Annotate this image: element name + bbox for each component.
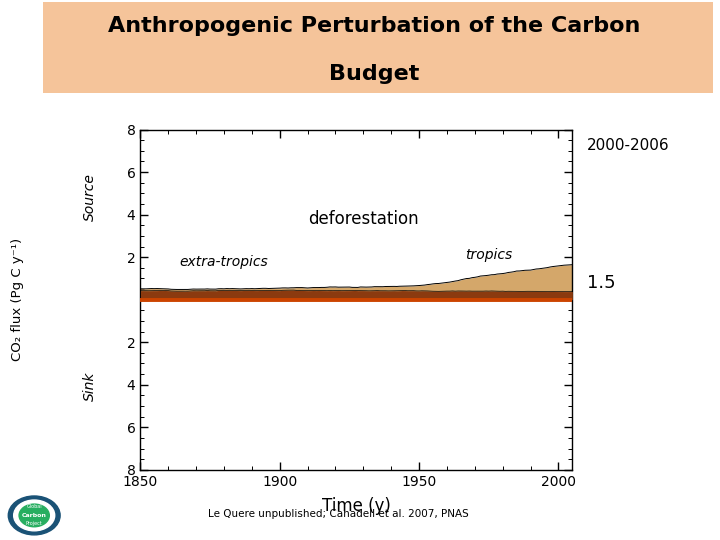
X-axis label: Time (y): Time (y) — [322, 497, 391, 515]
Text: 2000-2006: 2000-2006 — [587, 138, 670, 153]
Text: Source: Source — [83, 173, 97, 221]
Text: Anthropogenic Perturbation of the Carbon: Anthropogenic Perturbation of the Carbon — [108, 16, 641, 37]
Circle shape — [19, 504, 49, 527]
Text: Project: Project — [26, 521, 42, 526]
Text: Carbon: Carbon — [22, 513, 47, 518]
Circle shape — [9, 496, 60, 535]
Text: Le Quere unpublished; Canadell et al. 2007, PNAS: Le Quere unpublished; Canadell et al. 20… — [208, 509, 469, 519]
Text: Sink: Sink — [83, 372, 97, 401]
Text: deforestation: deforestation — [308, 210, 419, 228]
Text: 1.5: 1.5 — [587, 274, 616, 293]
Text: tropics: tropics — [465, 248, 513, 262]
Text: extra-tropics: extra-tropics — [179, 255, 269, 269]
FancyBboxPatch shape — [43, 2, 713, 93]
Circle shape — [14, 500, 55, 531]
Text: Global: Global — [27, 504, 42, 509]
Text: CO₂ flux (Pg C y⁻¹): CO₂ flux (Pg C y⁻¹) — [12, 238, 24, 361]
Text: Budget: Budget — [329, 64, 420, 84]
